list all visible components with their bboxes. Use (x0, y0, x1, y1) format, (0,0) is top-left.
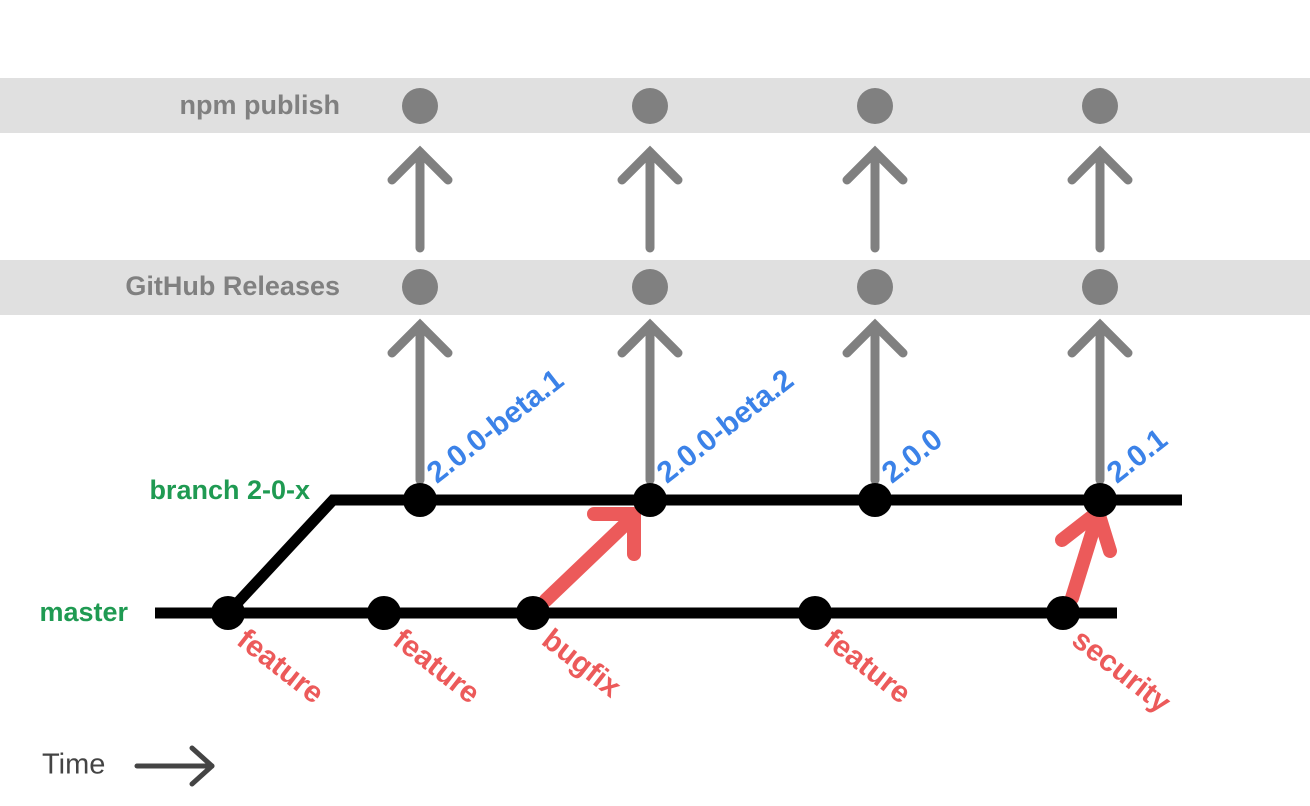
commit-label-bugfix: bugfix (536, 623, 627, 705)
lane-label-master: master (39, 597, 128, 627)
commit-label-security: security (1066, 623, 1177, 720)
commit-label-feature-3: feature (818, 623, 917, 711)
npm-publish-marker (402, 88, 438, 124)
branch-commit-dot (403, 483, 437, 517)
time-arrow-icon (134, 745, 215, 787)
master-commit-dot (516, 596, 550, 630)
master-commit-dot (1046, 596, 1080, 630)
npm-publish-markers (402, 88, 1118, 124)
arrow-commit-to-release (387, 318, 453, 485)
commit-label-feature-1: feature (231, 623, 330, 711)
version-label-2-0-1: 2.0.1 (1101, 423, 1174, 490)
branch-commit-dots (403, 483, 1117, 517)
branch-commit-dot (858, 483, 892, 517)
version-label-2-0-0: 2.0.0 (876, 423, 949, 490)
github-release-marker (632, 269, 668, 305)
arrows-release-to-npm (387, 145, 1133, 253)
npm-publish-marker (1082, 88, 1118, 124)
version-label-beta-2: 2.0.0-beta.2 (651, 363, 800, 490)
master-commit-dot (367, 596, 401, 630)
arrow-commit-to-release (842, 318, 908, 485)
arrow-release-to-npm (387, 145, 453, 253)
master-commit-dots (211, 596, 1080, 630)
branch-commit-dot (1083, 483, 1117, 517)
github-release-marker (402, 269, 438, 305)
arrow-release-to-npm (1067, 145, 1133, 253)
arrow-release-to-npm (842, 145, 908, 253)
github-release-marker (857, 269, 893, 305)
github-releases-markers (402, 269, 1118, 305)
npm-publish-marker (857, 88, 893, 124)
master-commit-dot (798, 596, 832, 630)
arrows-commit-to-release (387, 318, 1133, 485)
band-label-npm-publish: npm publish (180, 90, 340, 120)
arrow-release-to-npm (617, 145, 683, 253)
arrow-commit-to-release (1067, 318, 1133, 485)
npm-publish-marker (632, 88, 668, 124)
master-commit-dot (211, 596, 245, 630)
merge-arrows (539, 505, 1117, 607)
lane-label-branch-2-0-x: branch 2-0-x (149, 475, 310, 505)
version-label-beta-1: 2.0.0-beta.1 (421, 363, 570, 490)
time-axis-label: Time (42, 749, 105, 781)
band-label-github-releases: GitHub Releases (125, 271, 340, 301)
branch-commit-dot (633, 483, 667, 517)
commit-label-feature-2: feature (387, 623, 486, 711)
branch-line-2-0-x (223, 494, 1182, 617)
arrow-commit-to-release (617, 318, 683, 485)
merge-arrow-security (1055, 505, 1117, 605)
merge-arrow-bugfix (539, 507, 641, 607)
github-release-marker (1082, 269, 1118, 305)
